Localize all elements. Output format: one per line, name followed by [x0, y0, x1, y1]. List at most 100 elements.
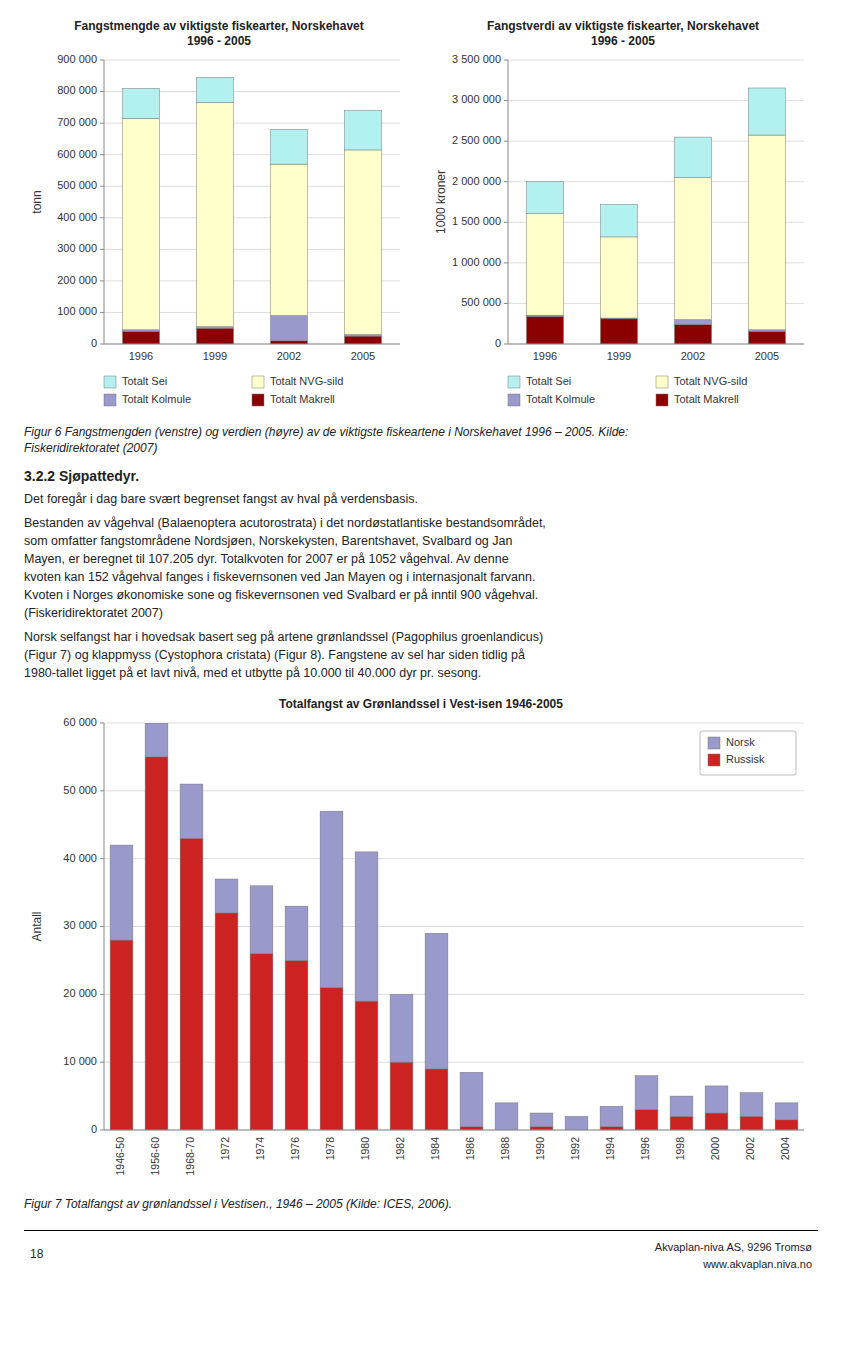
y-tick-label: 400 000 [57, 211, 97, 223]
y-tick-label: 200 000 [57, 274, 97, 286]
x-tick-label: 1996 [639, 1137, 651, 1161]
chart-title: Totalfangst av Grønlandssel i Vest-isen … [279, 697, 563, 711]
bar [197, 328, 234, 344]
bar [271, 129, 308, 164]
bar [145, 757, 168, 1130]
y-tick [504, 344, 508, 345]
caption-block: Figur 7 Totalfangst av grønlandssel i Ve… [24, 1196, 818, 1212]
y-axis-label: Antall [30, 911, 44, 941]
y-tick [100, 858, 104, 859]
bar [345, 150, 382, 335]
chart: Fangstmengde av viktigste fiskearter, No… [24, 14, 414, 414]
bar [425, 933, 448, 1069]
bar [250, 954, 273, 1130]
paragraph-line: Norsk selfangst har i hovedsak basert se… [24, 628, 818, 646]
x-tick-label: 1976 [289, 1137, 301, 1161]
bar [425, 1069, 448, 1130]
bar [345, 110, 382, 149]
y-tick-label: 2 000 000 [452, 175, 501, 187]
y-tick [100, 249, 104, 250]
bar [635, 1110, 658, 1130]
x-tick-label: 2004 [779, 1137, 791, 1161]
x-tick-label: 1984 [429, 1137, 441, 1161]
y-tick [504, 262, 508, 263]
y-tick-label: 900 000 [57, 53, 97, 65]
y-tick-label: 3 000 000 [452, 93, 501, 105]
legend-label: Totalt Sei [122, 375, 167, 387]
x-tick-label: 1986 [464, 1137, 476, 1161]
bar [775, 1103, 798, 1120]
legend-label: Russisk [726, 753, 765, 765]
figure-caption: Figur 6 Fangstmengden (venstre) og verdi… [24, 424, 818, 440]
grid-line [104, 926, 804, 927]
bar [705, 1086, 728, 1113]
chart-title: Fangstmengde av viktigste fiskearter, No… [74, 19, 363, 48]
y-tick-label: 100 000 [57, 305, 97, 317]
title-line: 1996 - 2005 [187, 34, 251, 48]
x-tick-label: 1994 [604, 1137, 616, 1161]
legend-label: Totalt NVG-sild [270, 375, 343, 387]
y-tick-label: 30 000 [63, 919, 97, 931]
x-tick-label: 1972 [219, 1137, 231, 1161]
legend-label: Totalt Makrell [270, 393, 335, 405]
bar [527, 181, 564, 213]
bar [601, 319, 638, 344]
paragraph-line: (Fiskeridirektoratet 2007) [24, 604, 818, 622]
bar [749, 88, 786, 135]
x-tick-label: 1992 [569, 1137, 581, 1161]
bar [635, 1076, 658, 1110]
x-axis [508, 344, 804, 345]
bar [355, 1001, 378, 1130]
x-axis [104, 344, 400, 345]
bar [197, 103, 234, 327]
bar [390, 994, 413, 1062]
y-tick [504, 100, 508, 101]
y-tick [100, 186, 104, 187]
bar [110, 845, 133, 940]
legend-label: Totalt Makrell [674, 393, 739, 405]
legend-swatch [104, 394, 116, 406]
bar [460, 1127, 483, 1130]
footer-right: Akvaplan-niva AS, 9296 Tromsøwww.akvapla… [655, 1239, 818, 1273]
y-tick-label: 600 000 [57, 148, 97, 160]
y-tick [100, 1130, 104, 1131]
x-tick-label: 1990 [534, 1137, 546, 1161]
bar [320, 811, 343, 987]
legend-swatch [508, 394, 520, 406]
grid-line [104, 60, 400, 61]
y-tick [100, 994, 104, 995]
bar [250, 886, 273, 954]
paragraph-line: som omfatter fangstområdene Nordsjøen, N… [24, 532, 818, 550]
y-tick [100, 154, 104, 155]
y-tick [504, 60, 508, 61]
y-tick-label: 50 000 [63, 784, 97, 796]
y-tick [100, 123, 104, 124]
bar [600, 1127, 623, 1130]
bar [675, 137, 712, 178]
bar [285, 906, 308, 960]
grid [508, 60, 804, 344]
x-tick-label: 1996 [129, 350, 153, 362]
y-tick-label: 500 000 [57, 179, 97, 191]
x-tick-label: 2005 [351, 350, 375, 362]
title-line: Fangstmengde av viktigste fiskearter, No… [74, 19, 363, 33]
bar [180, 784, 203, 838]
legend-box [700, 731, 796, 775]
y-tick [100, 217, 104, 218]
bar [285, 960, 308, 1130]
y-axis [104, 723, 105, 1130]
grid [104, 60, 400, 344]
chart: Totalfangst av Grønlandssel i Vest-isen … [24, 692, 818, 1192]
y-tick [504, 303, 508, 304]
bar [675, 178, 712, 320]
y-tick-label: 0 [91, 337, 97, 349]
bar [110, 940, 133, 1130]
y-tick-label: 3 500 000 [452, 53, 501, 65]
grid-line [508, 344, 804, 345]
bar [460, 1072, 483, 1126]
bar [530, 1113, 553, 1127]
top-row: Fangstmengde av viktigste fiskearter, No… [24, 14, 818, 414]
y-tick-label: 500 000 [461, 296, 501, 308]
grid [104, 723, 804, 1130]
x-tick-label: 2002 [277, 350, 301, 362]
